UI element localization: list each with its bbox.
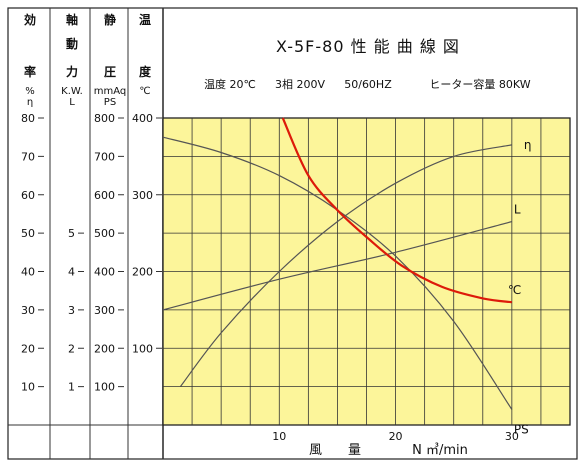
x-tick-label: 30 — [505, 430, 519, 443]
series-label: ℃ — [508, 283, 521, 297]
chart-subtitle: ヒーター容量 80KW — [429, 77, 530, 91]
axis-header-char: 軸 — [66, 12, 78, 27]
axis-tick-label: 100 — [94, 381, 115, 394]
axis-tick-label: 400 — [132, 112, 153, 125]
axis-tick-label: 500 — [94, 227, 115, 240]
x-axis-name: 風 量 — [309, 443, 361, 458]
x-tick-label: 20 — [389, 430, 403, 443]
axis-tick-label: 200 — [94, 342, 115, 355]
axis-header-char: 静 — [104, 12, 116, 27]
axis-tick-label: 20 — [21, 342, 35, 355]
axis-tick-label: 5 — [68, 227, 75, 240]
series-label: PS — [514, 423, 529, 437]
chart-subtitle: 50/60HZ — [344, 78, 392, 91]
axis-tick-label: 50 — [21, 227, 35, 240]
axis-unit: η — [27, 97, 33, 108]
series-label: L — [514, 203, 521, 217]
axis-tick-label: 1 — [68, 381, 75, 394]
grid-lines — [163, 118, 570, 425]
series-line-pres — [162, 136, 513, 410]
axis-header-char: 力 — [66, 64, 78, 79]
axis-tick-label: 40 — [21, 266, 35, 279]
axis-header-char: 効 — [24, 12, 36, 27]
axis-tick-label: 700 — [94, 150, 115, 163]
axis-header-char: 度 — [139, 64, 152, 79]
axis-tick-label: 300 — [94, 304, 115, 317]
axis-unit: mmAq — [94, 86, 127, 97]
axis-unit: K.W. — [61, 86, 83, 97]
axis-header-char: 率 — [24, 64, 36, 79]
axis-unit: % — [25, 86, 35, 97]
series-labels: η L PS ℃ — [508, 138, 532, 437]
y-axes: 効率%η 10 20 30 40 50 60 70 80 軸動力 K.W.L 1 2 3 4 5 静圧 mmAqP… — [21, 12, 162, 394]
chart-title: X-5F-80 性 能 曲 線 図 — [276, 37, 460, 56]
axis-tick-label: 200 — [132, 266, 153, 279]
axis-unit: L — [69, 97, 75, 108]
axis-tick-label: 400 — [94, 266, 115, 279]
axis-header-char: 動 — [66, 36, 78, 51]
axis-header-char: 圧 — [104, 65, 116, 79]
axis-tick-label: 800 — [94, 112, 115, 125]
x-tick-label: 10 — [272, 430, 286, 443]
axis-tick-label: 30 — [21, 304, 35, 317]
axis-tick-label: 60 — [21, 189, 35, 202]
outer-border — [7, 7, 578, 460]
axis-tick-label: 3 — [68, 304, 75, 317]
axis-unit: ℃ — [139, 86, 150, 97]
axis-header-char: 温 — [139, 13, 151, 27]
series-line-pow — [162, 221, 513, 311]
chart-subtitle: 温度 20℃ — [204, 77, 256, 91]
axis-tick-label: 10 — [21, 381, 35, 394]
series-lines — [162, 117, 513, 410]
series-line-eff — [179, 144, 513, 387]
title-block: X-5F-80 性 能 曲 線 図温度 20℃ 3相 200V 50/60HZ ヒータ… — [204, 37, 531, 91]
axis-tick-label: 2 — [68, 342, 75, 355]
x-axis: 10 20 30 風 量 N ㎥/min — [272, 430, 519, 458]
axis-tick-label: 80 — [21, 112, 35, 125]
series-label: η — [524, 138, 532, 152]
chart-subtitle: 3相 200V — [275, 78, 325, 91]
axis-tick-label: 300 — [132, 189, 153, 202]
x-axis-unit: N ㎥/min — [412, 443, 468, 458]
axis-tick-label: 70 — [21, 150, 35, 163]
series-line-temp — [281, 117, 513, 304]
axis-unit: PS — [104, 97, 116, 108]
axis-tick-label: 4 — [68, 266, 75, 279]
axis-tick-label: 600 — [94, 189, 115, 202]
axis-tick-label: 100 — [132, 342, 153, 355]
